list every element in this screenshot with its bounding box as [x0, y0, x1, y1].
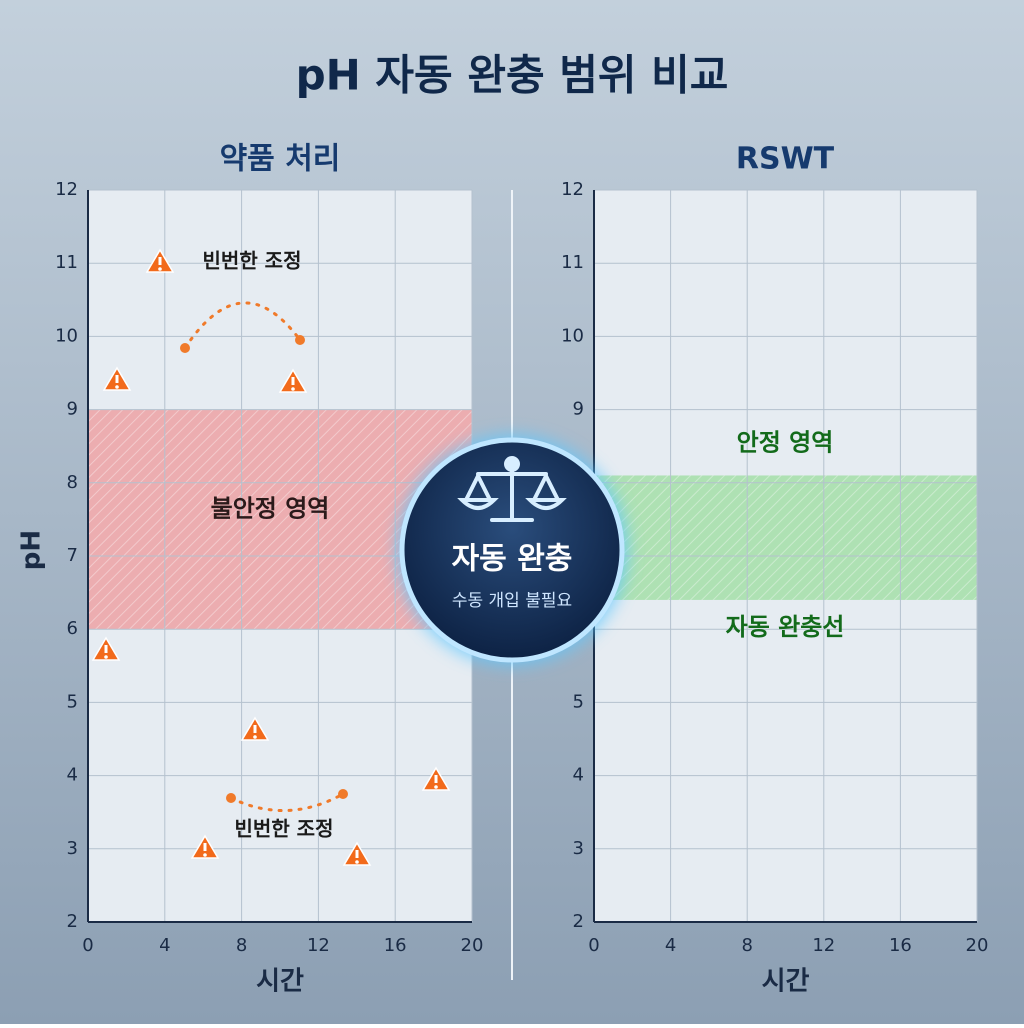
x-tick-label: 16: [889, 935, 912, 956]
y-tick-label: 12: [55, 179, 78, 200]
x-tick-label: 20: [966, 935, 989, 956]
badge: 자동 완충 수동 개입 불필요: [396, 434, 628, 666]
x-tick-label: 0: [588, 935, 599, 956]
warning-dot: [203, 853, 207, 857]
x-tick-label: 8: [236, 935, 247, 956]
annotation: 빈번한 조정: [235, 817, 334, 841]
warning-dot: [104, 655, 108, 659]
badge-subtitle: 수동 개입 불필요: [452, 591, 572, 611]
y-tick-label: 12: [561, 179, 584, 200]
adjust-arc: [183, 301, 302, 350]
y-tick-label: 11: [55, 252, 78, 273]
y-tick-label: 4: [573, 765, 584, 786]
x-tick-label: 20: [461, 935, 484, 956]
x-tick-label: 12: [812, 935, 835, 956]
y-tick-label: 3: [573, 838, 584, 859]
adjust-dot: [295, 335, 305, 345]
y-tick-label: 6: [67, 618, 78, 639]
badge-title: 자동 완충: [452, 542, 573, 577]
warning-dot: [355, 860, 359, 864]
warning-dot: [158, 267, 162, 271]
x-tick-label: 8: [741, 935, 752, 956]
warning-dot: [434, 785, 438, 789]
x-tick-label: 16: [384, 935, 407, 956]
x-tick-label: 0: [82, 935, 93, 956]
y-tick-label: 10: [561, 325, 584, 346]
adjust-dot: [180, 343, 190, 353]
x-axis-title: 시간: [762, 967, 810, 997]
warning-icon: [421, 766, 451, 791]
y-tick-label: 11: [561, 252, 584, 273]
x-axis-title: 시간: [256, 967, 304, 997]
chart-title: RSWT: [736, 142, 835, 177]
warning-dot: [291, 387, 295, 391]
warning-icon: [278, 368, 308, 393]
annotation: 빈번한 조정: [203, 249, 302, 273]
y-tick-label: 5: [67, 691, 78, 712]
warning-icon: [342, 841, 372, 866]
band-label: 안정 영역: [737, 428, 834, 456]
band-hatch: [594, 475, 977, 600]
y-tick-label: 8: [67, 472, 78, 493]
adjust-dot: [226, 793, 236, 803]
y-axis-title: pH: [17, 530, 47, 570]
warning-icon: [145, 248, 175, 273]
warning-dot: [253, 735, 257, 739]
y-tick-label: 9: [573, 399, 584, 420]
legend-label: 자동 완충선: [726, 613, 845, 641]
x-tick-label: 4: [159, 935, 170, 956]
warning-dot: [115, 385, 119, 389]
y-tick-label: 3: [67, 838, 78, 859]
y-tick-label: 7: [67, 545, 78, 566]
y-tick-label: 2: [67, 911, 78, 932]
warning-icon: [91, 636, 121, 661]
page-title: pH 자동 완충 범위 비교: [296, 51, 729, 100]
warning-icon: [190, 834, 220, 859]
chart-title: 약품 처리: [220, 142, 341, 177]
x-tick-label: 12: [307, 935, 330, 956]
warning-icon: [102, 366, 132, 391]
badge-circle: [399, 437, 625, 663]
x-tick-label: 4: [665, 935, 676, 956]
adjust-arc: [229, 792, 345, 812]
y-tick-label: 5: [573, 691, 584, 712]
y-tick-label: 4: [67, 765, 78, 786]
y-tick-label: 10: [55, 325, 78, 346]
scale-icon: [457, 456, 567, 522]
y-tick-label: 9: [67, 399, 78, 420]
y-tick-label: 2: [573, 911, 584, 932]
warning-icon: [240, 716, 270, 741]
band-label: 불안정 영역: [211, 494, 330, 522]
adjust-dot: [338, 789, 348, 799]
